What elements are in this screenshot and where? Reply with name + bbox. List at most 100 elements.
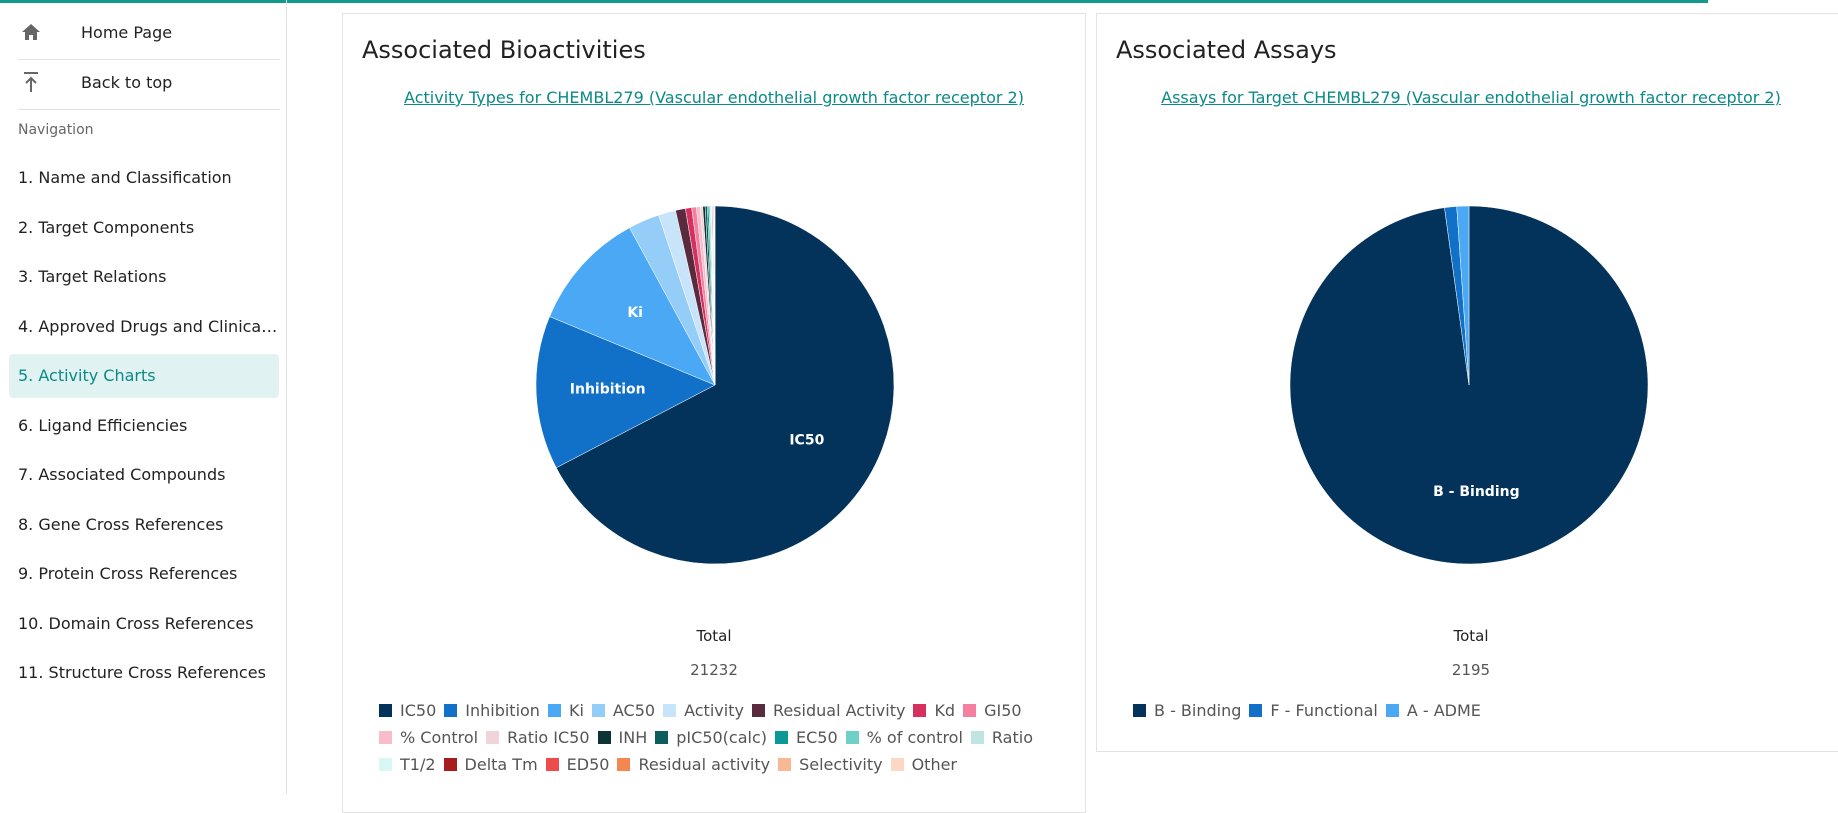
legend-text: F - Functional	[1270, 697, 1377, 724]
top-icon	[20, 70, 42, 94]
nav-heading: Navigation	[18, 122, 94, 138]
sidebar: Home Page Back to top Navigation 1. Name…	[0, 0, 287, 794]
legend-swatch	[546, 758, 559, 771]
legend-swatch	[963, 704, 976, 717]
legend-item[interactable]: INH	[598, 724, 648, 751]
home-icon	[20, 22, 42, 42]
home-link[interactable]: Home Page	[0, 8, 280, 56]
nav-item[interactable]: 6. Ligand Efficiencies	[9, 404, 279, 448]
legend-swatch	[486, 731, 499, 744]
legend-text: Other	[912, 751, 957, 778]
legend-item[interactable]: Residual Activity	[752, 697, 906, 724]
legend-item[interactable]: Kd	[913, 697, 955, 724]
legend-swatch	[846, 731, 859, 744]
nav-item[interactable]: 8. Gene Cross References	[9, 503, 279, 547]
legend-item[interactable]: Ratio IC50	[486, 724, 589, 751]
legend-swatch	[617, 758, 630, 771]
legend-text: AC50	[613, 697, 655, 724]
legend-item[interactable]: B - Binding	[1133, 697, 1241, 724]
legend-item[interactable]: Residual activity	[617, 751, 770, 778]
legend-item[interactable]: ED50	[546, 751, 610, 778]
legend-swatch	[1249, 704, 1262, 717]
slice-label: Ki	[627, 305, 643, 321]
legend-swatch	[444, 758, 457, 771]
legend-swatch	[913, 704, 926, 717]
legend-swatch	[548, 704, 561, 717]
total-label: Total	[1097, 627, 1838, 645]
legend-swatch	[379, 758, 392, 771]
legend-swatch	[891, 758, 904, 771]
legend-text: % Control	[400, 724, 478, 751]
legend-item[interactable]: % Control	[379, 724, 478, 751]
back-to-top-link[interactable]: Back to top	[0, 58, 280, 106]
legend-item[interactable]: GI50	[963, 697, 1021, 724]
slice-label: IC50	[789, 433, 824, 449]
legend-text: Ratio IC50	[507, 724, 589, 751]
legend-swatch	[598, 731, 611, 744]
legend-swatch	[1386, 704, 1399, 717]
legend-text: % of control	[867, 724, 963, 751]
legend: B - Binding F - Functional A - ADME	[1133, 697, 1815, 724]
page: {"sidebar": {"top_links": ["Home Page", …	[0, 0, 1838, 794]
legend-swatch	[592, 704, 605, 717]
legend-text: ED50	[567, 751, 610, 778]
legend-text: A - ADME	[1407, 697, 1481, 724]
nav-item[interactable]: 4. Approved Drugs and Clinical ...	[9, 305, 279, 349]
nav-item[interactable]: 7. Associated Compounds	[9, 453, 279, 497]
legend-text: EC50	[796, 724, 838, 751]
legend-item[interactable]: F - Functional	[1249, 697, 1377, 724]
legend-swatch	[752, 704, 765, 717]
slice-label: Inhibition	[570, 382, 646, 398]
chart-title: Associated Bioactivities	[362, 36, 646, 64]
legend-item[interactable]: Ratio	[971, 724, 1033, 751]
legend-text: Ratio	[992, 724, 1033, 751]
legend-text: Delta Tm	[465, 751, 538, 778]
legend-swatch	[778, 758, 791, 771]
legend-text: Ki	[569, 697, 584, 724]
legend-item[interactable]: T1/2	[379, 751, 436, 778]
legend-text: Selectivity	[799, 751, 882, 778]
legend-item[interactable]: Activity	[663, 697, 744, 724]
legend-item[interactable]: pIC50(calc)	[655, 724, 767, 751]
back-to-top-text: Back to top	[81, 73, 172, 92]
chart-subtitle-link[interactable]: Assays for Target CHEMBL279 (Vascular en…	[1097, 88, 1838, 107]
legend-text: T1/2	[400, 751, 436, 778]
legend-item[interactable]: % of control	[846, 724, 963, 751]
legend-item[interactable]: Selectivity	[778, 751, 882, 778]
separator	[18, 109, 280, 110]
nav-item[interactable]: 10. Domain Cross References	[9, 602, 279, 646]
pie-chart: IC50 Inhibition Ki	[343, 134, 1083, 614]
slice-label: B - Binding	[1433, 484, 1519, 500]
nav-item[interactable]: 3. Target Relations	[9, 255, 279, 299]
nav-item[interactable]: 1. Name and Classification	[9, 156, 279, 200]
legend-item[interactable]: IC50	[379, 697, 436, 724]
nav-item[interactable]: 2. Target Components	[9, 206, 279, 250]
legend-text: IC50	[400, 697, 436, 724]
legend-item[interactable]: Other	[891, 751, 957, 778]
legend-item[interactable]: Delta Tm	[444, 751, 538, 778]
legend-text: pIC50(calc)	[676, 724, 767, 751]
legend-text: Inhibition	[465, 697, 540, 724]
home-text: Home Page	[81, 23, 172, 42]
legend-swatch	[444, 704, 457, 717]
legend-swatch	[971, 731, 984, 744]
legend-item[interactable]: A - ADME	[1386, 697, 1481, 724]
legend-text: Residual activity	[638, 751, 770, 778]
chart-subtitle-link[interactable]: Activity Types for CHEMBL279 (Vascular e…	[343, 88, 1085, 107]
legend-text: Kd	[934, 697, 955, 724]
legend: IC50 Inhibition Ki AC50 Activity Residual Act…	[379, 697, 1055, 778]
chart-title: Associated Assays	[1116, 36, 1337, 64]
legend-item[interactable]: Ki	[548, 697, 584, 724]
legend-item[interactable]: AC50	[592, 697, 655, 724]
legend-swatch	[379, 731, 392, 744]
legend-swatch	[379, 704, 392, 717]
nav-item[interactable]: 9. Protein Cross References	[9, 552, 279, 596]
legend-text: Activity	[684, 697, 744, 724]
legend-item[interactable]: EC50	[775, 724, 838, 751]
nav-item[interactable]: 5. Activity Charts	[9, 354, 279, 398]
nav-item[interactable]: 11. Structure Cross References	[9, 651, 279, 695]
legend-text: B - Binding	[1154, 697, 1241, 724]
legend-swatch	[775, 731, 788, 744]
legend-item[interactable]: Inhibition	[444, 697, 540, 724]
total-value: 21232	[343, 661, 1085, 679]
